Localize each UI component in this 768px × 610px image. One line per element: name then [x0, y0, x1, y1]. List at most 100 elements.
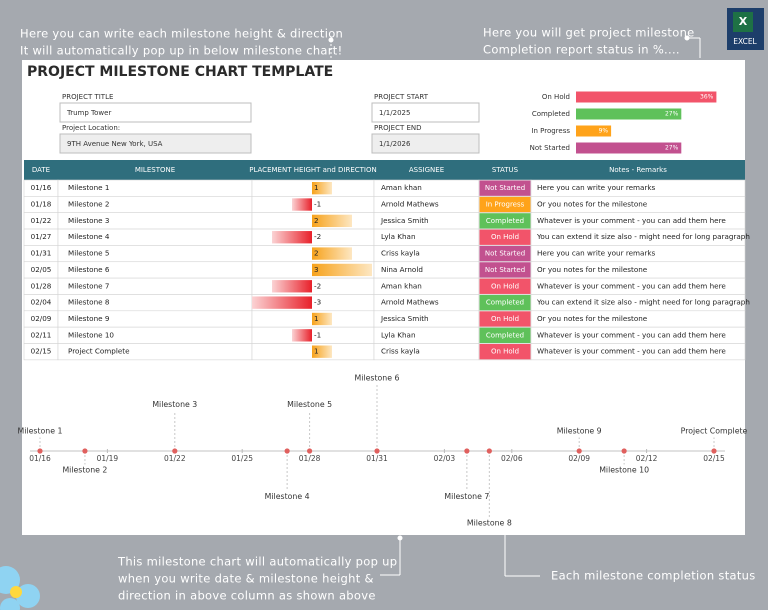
milestone-label: Milestone 8 — [467, 519, 512, 528]
milestone-dot — [576, 448, 582, 454]
cell-date: 01/16 — [31, 183, 52, 192]
milestone-label: Project Complete — [681, 427, 748, 436]
summary-value: 36% — [700, 94, 714, 101]
cell-height: -1 — [314, 330, 321, 339]
annotation: This milestone chart will automatically … — [117, 555, 397, 569]
column-header: MILESTONE — [135, 166, 175, 174]
x-tick-label: 01/16 — [29, 454, 51, 463]
cell-status: Completed — [486, 217, 524, 225]
x-tick-label: 02/12 — [636, 454, 658, 463]
cell-milestone: Milestone 8 — [68, 298, 110, 307]
cell-assignee: Lyla Khan — [381, 232, 416, 241]
cell-date: 02/11 — [31, 330, 52, 339]
column-header: DATE — [32, 166, 50, 174]
height-bar — [312, 182, 332, 195]
svg-text:X: X — [739, 15, 748, 28]
cell-height: 1 — [314, 347, 319, 356]
cell-status: Not Started — [485, 184, 525, 192]
summary-value: 27% — [665, 111, 679, 118]
height-bar — [312, 312, 332, 326]
milestone-label: Milestone 5 — [287, 400, 332, 409]
milestone-dot — [374, 448, 380, 454]
height-bar — [292, 198, 312, 211]
field-value: 1/1/2026 — [379, 140, 411, 148]
cell-status: Completed — [486, 331, 524, 339]
milestone-label: Milestone 4 — [265, 492, 310, 501]
cell-milestone: Milestone 2 — [68, 200, 109, 209]
field-label: PROJECT START — [374, 93, 429, 101]
field-value: 1/1/2025 — [379, 109, 410, 117]
milestone-dot — [486, 448, 492, 454]
cell-height: 1 — [314, 183, 319, 192]
field-box — [371, 102, 480, 123]
x-tick-label: 01/31 — [366, 454, 388, 463]
cell-date: 01/31 — [31, 249, 52, 258]
x-tick-label: 01/19 — [97, 454, 119, 463]
field-value: Trump Tower — [66, 109, 111, 117]
cell-assignee: Nina Arnold — [381, 265, 423, 274]
annotation: Completion report status in %.... — [483, 43, 680, 57]
cell-assignee: Arnold Mathews — [381, 298, 439, 307]
x-tick-label: 01/25 — [231, 454, 253, 463]
cell-date: 01/28 — [31, 281, 52, 290]
height-bar — [312, 263, 372, 277]
cell-notes: You can extend it size also - might need… — [536, 232, 750, 241]
field-label: PROJECT END — [374, 124, 422, 132]
status-cell — [479, 213, 531, 229]
cell-assignee: Aman khan — [381, 183, 422, 192]
cell-milestone: Milestone 10 — [68, 330, 114, 339]
status-cell — [479, 344, 531, 360]
annotation: It will automatically pop up in below mi… — [20, 44, 343, 58]
cell-height: 2 — [314, 249, 319, 258]
height-bar — [312, 345, 332, 358]
summary-bar — [576, 125, 612, 137]
cell-assignee: Jessica Smith — [380, 314, 429, 323]
table-cell — [251, 228, 375, 246]
cell-status: Completed — [486, 299, 524, 307]
milestone-dot — [37, 448, 43, 454]
cell-height: 3 — [314, 265, 319, 274]
cell-notes: Or you notes for the milestone — [537, 265, 648, 274]
status-cell — [479, 180, 531, 196]
excel-icon: X EXCEL — [727, 8, 764, 50]
height-bar — [292, 329, 312, 342]
field-label: Project Location: — [62, 124, 120, 132]
cell-date: 02/05 — [31, 265, 52, 274]
column-header: ASSIGNEE — [409, 166, 444, 174]
cell-notes: Or you notes for the milestone — [537, 314, 648, 323]
cell-height: 2 — [314, 216, 319, 225]
milestone-label: Milestone 6 — [355, 374, 400, 383]
status-cell — [479, 262, 531, 278]
status-cell — [479, 311, 531, 327]
table-header — [24, 160, 745, 180]
cell-date: 02/15 — [31, 347, 52, 356]
field-label: PROJECT TITLE — [62, 93, 113, 101]
x-tick-label: 02/03 — [434, 454, 456, 463]
cell-notes: You can extend it size also - might need… — [536, 298, 750, 307]
cell-notes: Or you notes for the milestone — [537, 200, 648, 209]
cell-notes: Whatever is your comment - you can add t… — [537, 347, 726, 356]
x-tick-label: 02/15 — [703, 454, 725, 463]
cell-notes: Whatever is your comment - you can add t… — [537, 216, 726, 225]
summary-label: Completed — [532, 110, 570, 118]
cell-status: On Hold — [491, 348, 519, 356]
status-cell — [479, 245, 531, 262]
milestone-dot — [711, 448, 717, 454]
milestone-dot — [464, 448, 470, 454]
height-bar — [272, 280, 312, 293]
field-box — [59, 102, 252, 123]
cell-status: On Hold — [491, 282, 519, 290]
table-cell — [251, 326, 375, 344]
cell-assignee: Criss kayla — [381, 249, 420, 258]
sheet-title: PROJECT MILESTONE CHART TEMPLATE — [27, 64, 333, 80]
milestone-dot — [172, 448, 178, 454]
summary-label: In Progress — [531, 127, 570, 135]
cell-date: 01/22 — [31, 216, 52, 225]
milestone-label: Milestone 7 — [444, 492, 489, 501]
field-box — [371, 133, 480, 154]
table-cell — [530, 343, 746, 361]
x-tick-label: 02/06 — [501, 454, 523, 463]
cell-milestone: Milestone 5 — [68, 249, 109, 258]
